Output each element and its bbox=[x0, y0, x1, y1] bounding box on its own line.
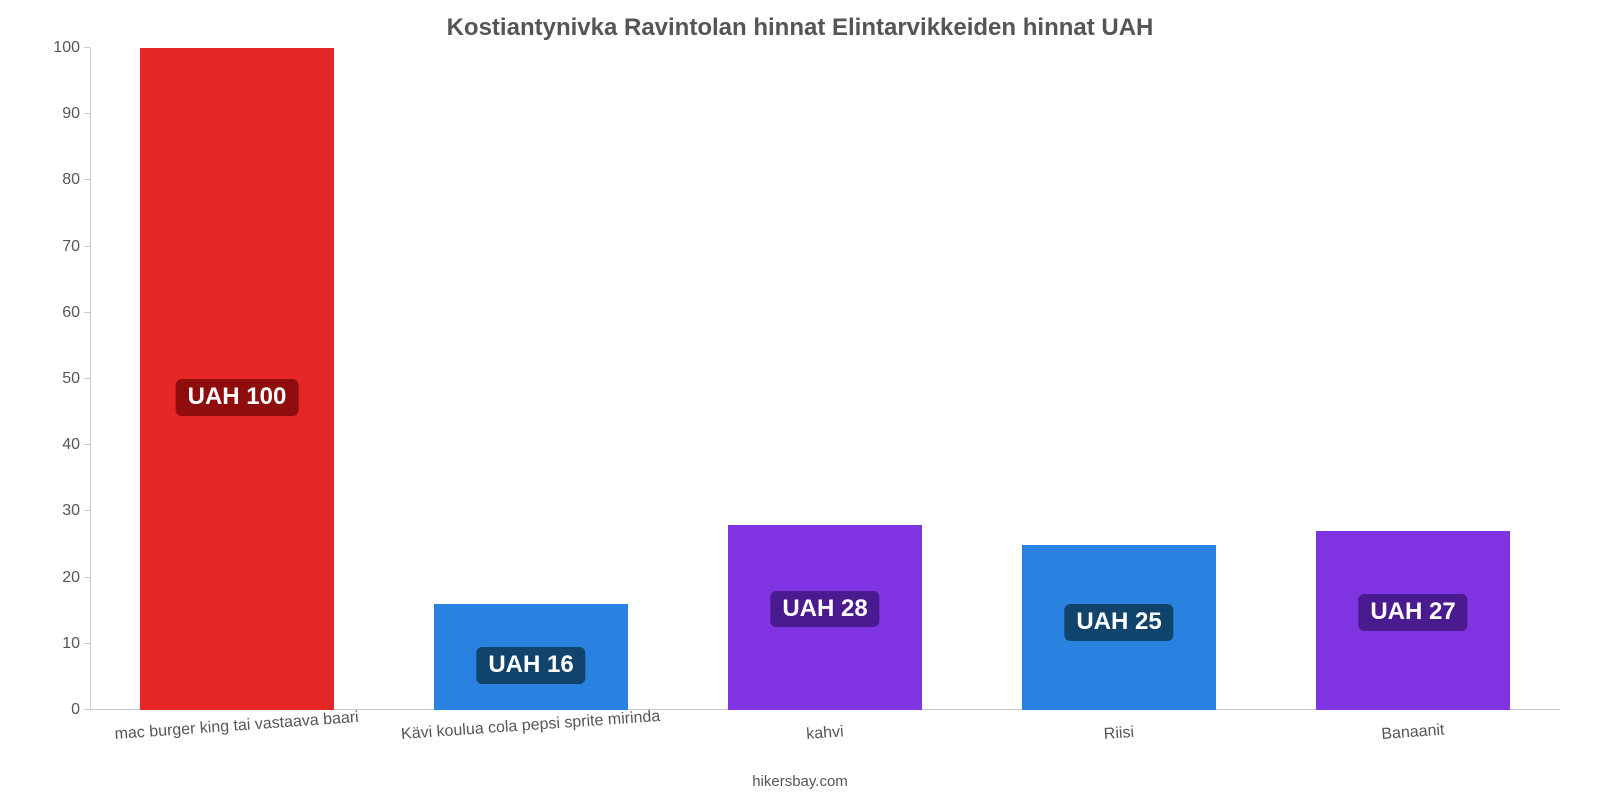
bar-slot: UAH 25Riisi bbox=[972, 48, 1266, 710]
value-badge: UAH 100 bbox=[176, 379, 299, 416]
value-badge: UAH 27 bbox=[1358, 594, 1467, 631]
y-tick-label: 90 bbox=[62, 105, 80, 123]
attribution-text: hikersbay.com bbox=[0, 773, 1600, 790]
value-badge: UAH 28 bbox=[770, 591, 879, 628]
y-tick-label: 10 bbox=[62, 635, 80, 653]
y-tick-mark bbox=[84, 113, 90, 114]
y-tick-mark bbox=[84, 709, 90, 710]
y-tick-label: 30 bbox=[62, 502, 80, 520]
y-tick-mark bbox=[84, 577, 90, 578]
x-tick-label: Kävi koulua cola pepsi sprite mirinda bbox=[401, 708, 661, 744]
y-tick-mark bbox=[84, 643, 90, 644]
bars-container: UAH 100mac burger king tai vastaava baar… bbox=[90, 48, 1560, 710]
y-tick-mark bbox=[84, 510, 90, 511]
y-tick-mark bbox=[84, 246, 90, 247]
bar-slot: UAH 27Banaanit bbox=[1266, 48, 1560, 710]
x-tick-label: Riisi bbox=[1103, 724, 1134, 744]
y-tick-label: 70 bbox=[62, 238, 80, 256]
y-tick-label: 60 bbox=[62, 304, 80, 322]
y-tick-mark bbox=[84, 378, 90, 379]
value-badge: UAH 16 bbox=[476, 647, 585, 684]
x-tick-label: Banaanit bbox=[1381, 722, 1445, 744]
y-tick-label: 80 bbox=[62, 171, 80, 189]
y-tick-mark bbox=[84, 444, 90, 445]
value-badge: UAH 25 bbox=[1064, 604, 1173, 641]
bar-slot: UAH 28kahvi bbox=[678, 48, 972, 710]
bar-slot: UAH 16Kävi koulua cola pepsi sprite miri… bbox=[384, 48, 678, 710]
bar-slot: UAH 100mac burger king tai vastaava baar… bbox=[90, 48, 384, 710]
y-tick-mark bbox=[84, 312, 90, 313]
y-tick-mark bbox=[84, 179, 90, 180]
y-tick-label: 0 bbox=[71, 701, 80, 719]
plot-area: UAH 100mac burger king tai vastaava baar… bbox=[90, 48, 1560, 710]
chart-title: Kostiantynivka Ravintolan hinnat Elintar… bbox=[0, 14, 1600, 42]
x-tick-label: kahvi bbox=[806, 723, 845, 744]
x-tick-label: mac burger king tai vastaava baari bbox=[114, 709, 359, 744]
price-bar-chart: Kostiantynivka Ravintolan hinnat Elintar… bbox=[0, 0, 1600, 800]
y-tick-mark bbox=[84, 47, 90, 48]
y-tick-label: 100 bbox=[53, 39, 80, 57]
y-tick-label: 50 bbox=[62, 370, 80, 388]
y-tick-label: 20 bbox=[62, 569, 80, 587]
y-tick-label: 40 bbox=[62, 436, 80, 454]
